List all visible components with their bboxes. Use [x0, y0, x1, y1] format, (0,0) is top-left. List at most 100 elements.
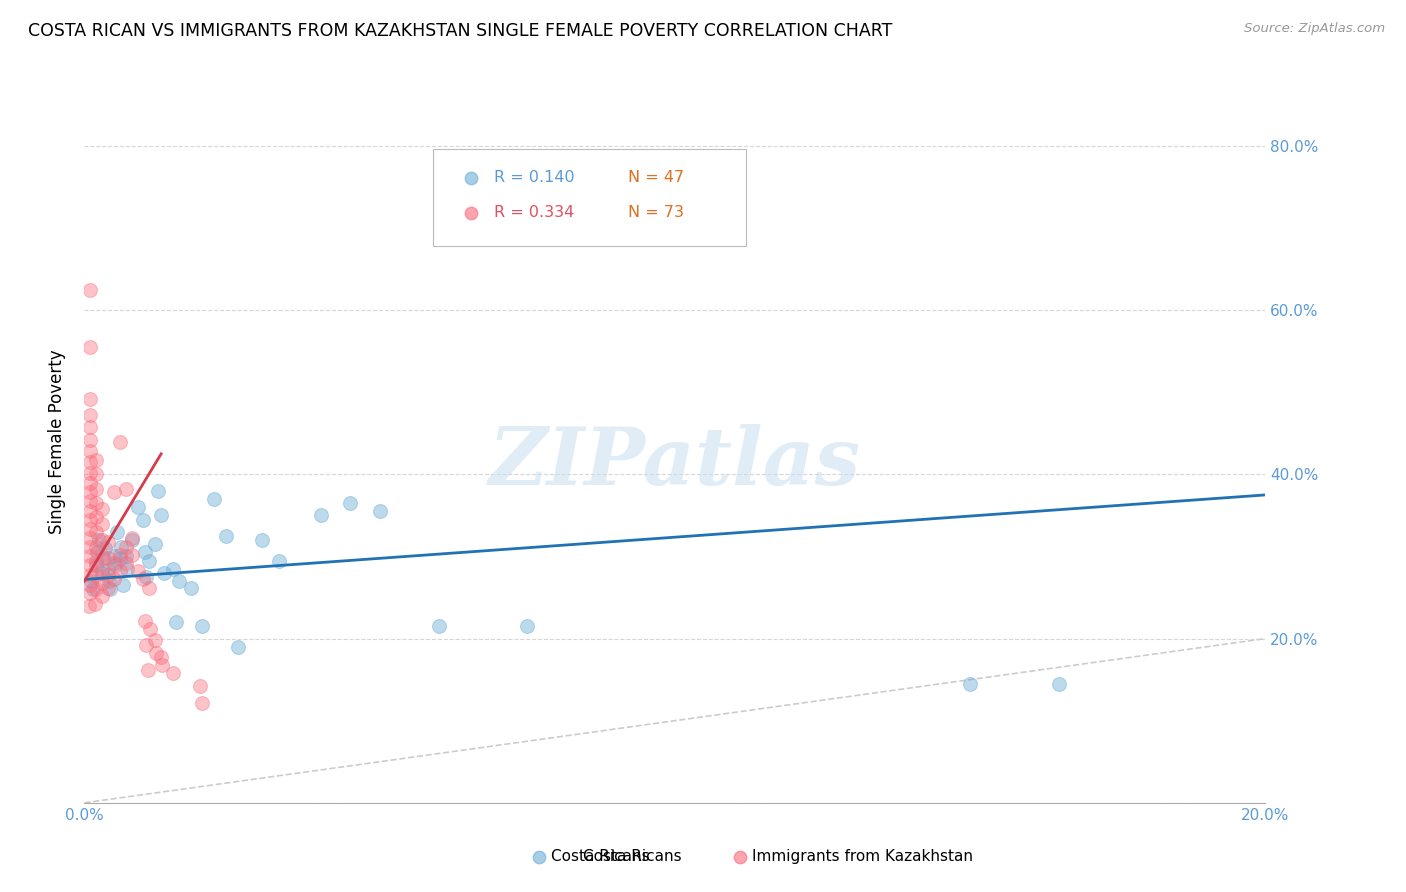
Point — [91, 575, 114, 590]
Point — [723, 221, 745, 235]
Point — [103, 549, 125, 564]
Point — [104, 558, 127, 572]
Point — [114, 540, 136, 554]
Point — [226, 640, 249, 654]
Point — [98, 582, 121, 597]
Text: Costa Ricans: Costa Ricans — [551, 849, 650, 864]
Point — [79, 419, 101, 434]
Point — [84, 553, 107, 567]
Point — [79, 475, 101, 490]
Point — [84, 496, 107, 510]
Point — [145, 646, 167, 660]
Point — [250, 533, 273, 547]
Point — [79, 522, 101, 536]
Point — [79, 444, 101, 458]
Text: R = 0.140: R = 0.140 — [494, 170, 575, 186]
Point — [84, 482, 107, 496]
Point — [516, 619, 538, 633]
Point — [82, 582, 104, 597]
Point — [91, 548, 114, 562]
Point — [91, 516, 114, 531]
Point — [79, 392, 101, 406]
Point — [162, 666, 184, 681]
Point — [150, 657, 173, 672]
Point — [191, 619, 214, 633]
Point — [80, 574, 103, 588]
Point — [84, 597, 107, 611]
Point — [150, 649, 173, 664]
Point — [138, 581, 160, 595]
Point — [79, 586, 101, 600]
Point — [134, 545, 156, 559]
Point — [84, 582, 107, 597]
Text: R = 0.334: R = 0.334 — [494, 205, 575, 220]
Point — [191, 696, 214, 710]
Point — [339, 496, 361, 510]
Point — [215, 529, 238, 543]
Point — [97, 562, 120, 576]
Point — [114, 556, 136, 570]
Point — [138, 553, 160, 567]
Point — [79, 532, 101, 546]
Point — [427, 619, 450, 633]
Point — [79, 493, 101, 508]
Point — [91, 563, 114, 577]
Point — [136, 663, 159, 677]
Point — [84, 467, 107, 482]
Point — [97, 567, 120, 582]
Point — [153, 566, 176, 580]
Point — [139, 622, 162, 636]
Point — [148, 483, 170, 498]
Point — [202, 491, 225, 506]
FancyBboxPatch shape — [433, 149, 745, 246]
Point — [143, 633, 166, 648]
Point — [162, 562, 184, 576]
Point — [79, 466, 101, 480]
Point — [108, 434, 131, 449]
Point — [91, 501, 114, 516]
Text: ZIPatlas: ZIPatlas — [489, 425, 860, 502]
Point — [143, 537, 166, 551]
Point — [108, 552, 131, 566]
Point — [167, 574, 190, 588]
Point — [97, 581, 120, 595]
Point — [135, 638, 157, 652]
Point — [127, 564, 149, 578]
Text: N = 73: N = 73 — [627, 205, 683, 220]
Point — [368, 504, 391, 518]
Point — [105, 524, 128, 539]
Point — [79, 485, 101, 500]
Point — [79, 540, 101, 554]
Point — [79, 567, 101, 582]
Point — [121, 533, 143, 547]
Point — [79, 433, 101, 447]
Point — [84, 540, 107, 554]
Point — [115, 562, 138, 576]
Point — [91, 566, 114, 580]
Point — [79, 558, 101, 572]
Text: Immigrants from Kazakhstan: Immigrants from Kazakhstan — [752, 849, 973, 864]
Point — [121, 548, 143, 562]
Point — [269, 553, 291, 567]
Point — [97, 534, 120, 549]
Point — [98, 574, 121, 588]
Point — [84, 524, 107, 539]
Point — [1047, 677, 1070, 691]
Point — [103, 573, 125, 587]
Point — [79, 503, 101, 517]
Point — [79, 283, 101, 297]
Point — [103, 485, 125, 500]
Point — [188, 679, 211, 693]
Point — [79, 578, 101, 592]
Point — [134, 614, 156, 628]
Point — [94, 541, 117, 556]
Text: Costa Ricans: Costa Ricans — [583, 849, 682, 863]
Point — [114, 482, 136, 496]
Point — [108, 564, 131, 578]
Point — [79, 455, 101, 469]
Point — [77, 599, 100, 613]
Point — [108, 548, 131, 562]
Point — [150, 508, 173, 523]
Point — [79, 340, 101, 354]
Point — [114, 549, 136, 564]
